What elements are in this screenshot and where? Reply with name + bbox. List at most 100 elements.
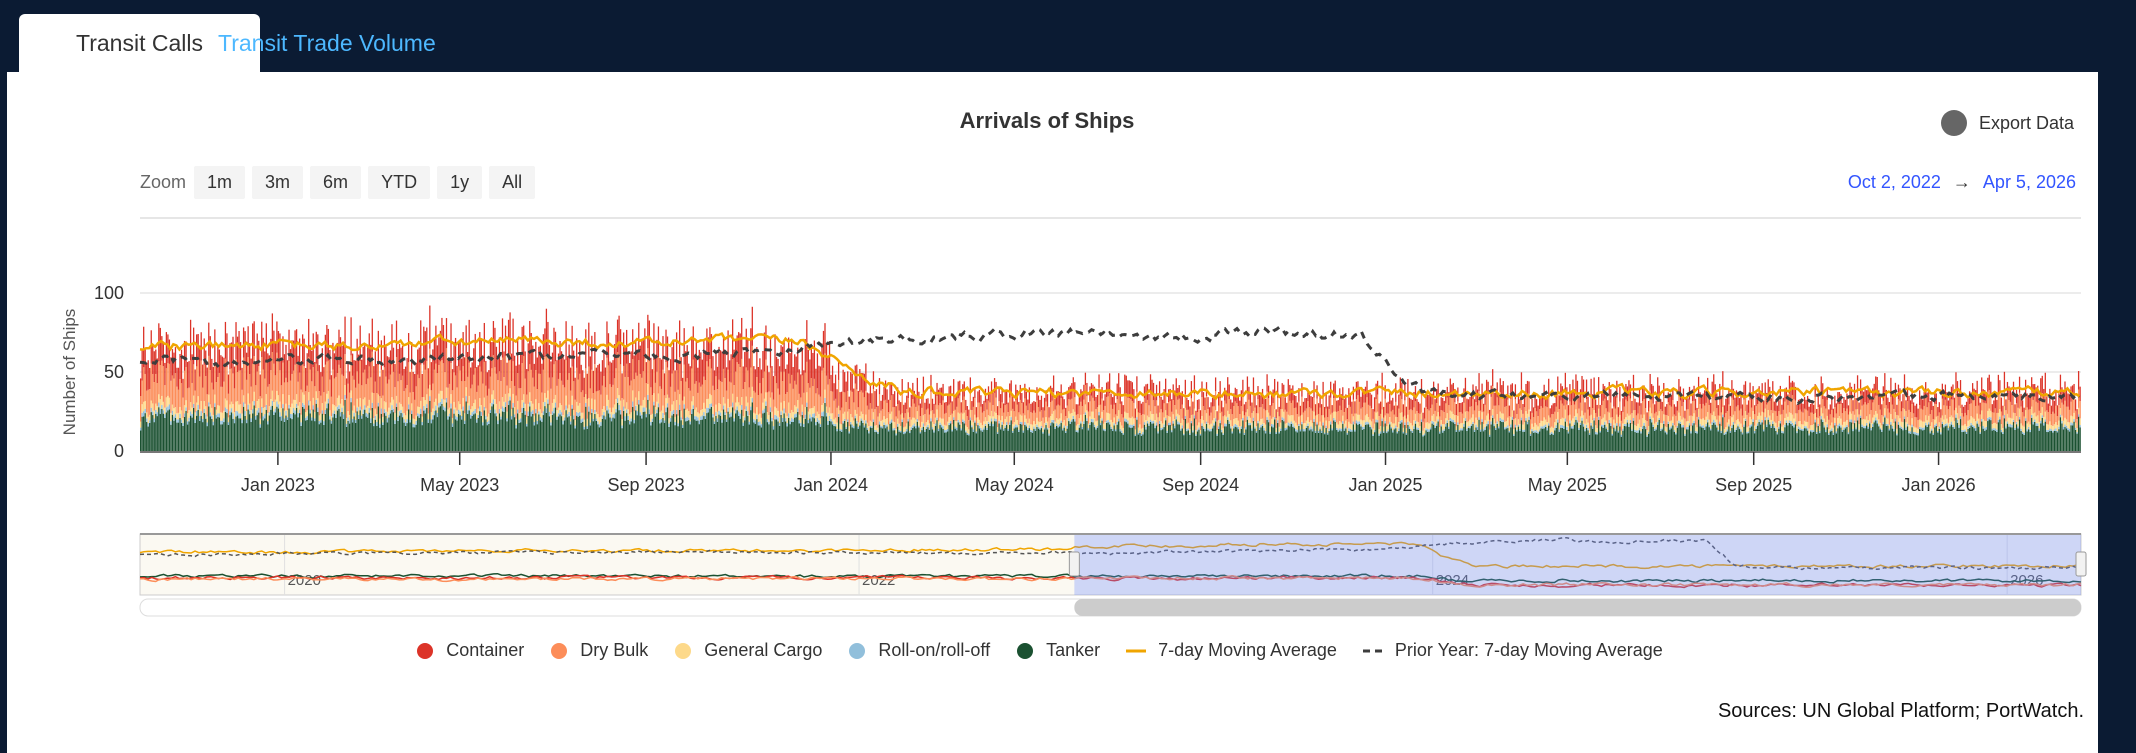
bar-dry-bulk — [1157, 417, 1159, 427]
bar-roll-on-roll-off — [668, 423, 670, 427]
bar-tanker — [329, 419, 331, 451]
bar-dry-bulk — [815, 393, 817, 416]
bar-container — [1520, 372, 1523, 391]
zoom-ytd-button[interactable]: YTD — [368, 166, 431, 199]
bar-dry-bulk — [1242, 393, 1244, 412]
bar-roll-on-roll-off — [1331, 428, 1333, 431]
bar-tanker — [1024, 424, 1026, 451]
bar-container — [1505, 397, 1507, 407]
bar-general-cargo — [907, 412, 909, 420]
bar-roll-on-roll-off — [792, 419, 794, 422]
bar-dry-bulk — [353, 379, 355, 406]
bar-roll-on-roll-off — [1375, 419, 1377, 423]
bar-roll-on-roll-off — [556, 416, 558, 420]
bar-dry-bulk — [1115, 414, 1117, 425]
bar-container — [992, 392, 994, 406]
bar-general-cargo — [1028, 418, 1031, 426]
bar-general-cargo — [1616, 414, 1618, 424]
bar-container — [677, 360, 679, 390]
bar-tanker — [1398, 431, 1400, 451]
bar-tanker — [338, 408, 340, 451]
bar-general-cargo — [332, 404, 334, 414]
range-to-input[interactable]: Apr 5, 2026 — [1982, 172, 2076, 192]
bar-general-cargo — [1230, 420, 1232, 427]
bar-roll-on-roll-off — [1534, 430, 1536, 433]
bar-dry-bulk — [1520, 390, 1523, 411]
tab-transit-calls[interactable]: Transit Calls — [19, 14, 260, 72]
bar-dry-bulk — [768, 391, 770, 415]
bar-general-cargo — [692, 396, 694, 406]
bar-container — [520, 354, 522, 389]
zoom-3m-button[interactable]: 3m — [252, 166, 304, 199]
bar-dry-bulk — [1181, 404, 1183, 419]
zoom-6m-button[interactable]: 6m — [310, 166, 362, 199]
bar-tanker — [819, 426, 822, 451]
bar-dry-bulk — [969, 391, 971, 410]
bar-general-cargo — [1643, 414, 1645, 423]
tab-transit-trade-volume[interactable]: Transit Trade Volume — [218, 30, 436, 56]
bar-tanker — [532, 413, 534, 451]
bar-dry-bulk — [1555, 406, 1557, 419]
bar-roll-on-roll-off — [203, 408, 205, 413]
bar-dry-bulk — [282, 362, 284, 395]
bar-roll-on-roll-off — [887, 429, 890, 432]
bar-general-cargo — [794, 405, 796, 415]
bar-dry-bulk — [897, 404, 899, 419]
bar-general-cargo — [574, 420, 576, 426]
bar-tanker — [1098, 415, 1100, 451]
bar-tanker — [1154, 428, 1156, 451]
bar-tanker — [391, 409, 393, 451]
bar-container — [1022, 402, 1024, 414]
bar-dry-bulk — [1225, 403, 1227, 417]
bar-general-cargo — [168, 397, 171, 405]
bar-container — [398, 343, 401, 374]
bar-general-cargo — [713, 415, 716, 422]
bar-general-cargo — [957, 412, 959, 420]
bar-container — [1431, 393, 1433, 405]
bar-dry-bulk — [844, 392, 846, 412]
bar-dry-bulk — [1219, 398, 1221, 414]
zoom-1m-button[interactable]: 1m — [194, 166, 246, 199]
bar-roll-on-roll-off — [1448, 426, 1450, 429]
bar-container — [1030, 403, 1032, 413]
bar-tanker — [282, 408, 284, 451]
bar-container — [1343, 399, 1345, 412]
bar-container — [669, 359, 672, 387]
bar-general-cargo — [1301, 414, 1303, 422]
bar-roll-on-roll-off — [1163, 424, 1165, 428]
zoom-all-button[interactable]: All — [489, 166, 536, 199]
bar-tanker — [1242, 420, 1244, 451]
bar-dry-bulk — [822, 367, 825, 404]
bar-container — [1015, 384, 1017, 401]
bar-general-cargo — [1201, 415, 1203, 424]
zoom-1y-button[interactable]: 1y — [437, 166, 483, 199]
bar-general-cargo — [347, 411, 349, 418]
range-from-input[interactable]: Oct 2, 2022 — [1847, 172, 1941, 192]
bar-container — [1102, 400, 1105, 411]
bar-roll-on-roll-off — [821, 412, 823, 416]
bar-dry-bulk — [719, 381, 722, 405]
bar-general-cargo — [1161, 423, 1164, 428]
bar-tanker — [791, 421, 793, 451]
bar-container — [781, 346, 784, 382]
bar-general-cargo — [733, 410, 735, 419]
bar-roll-on-roll-off — [258, 407, 260, 413]
bar-dry-bulk — [247, 357, 249, 394]
export-data-button[interactable]: Export Data — [1940, 110, 2074, 136]
bar-container — [217, 346, 219, 378]
bar-dry-bulk — [1566, 404, 1568, 422]
bar-container — [1460, 402, 1462, 413]
bar-tanker — [1576, 422, 1579, 451]
bar-dry-bulk — [1062, 409, 1064, 423]
bar-dry-bulk — [146, 390, 148, 413]
bar-container — [1591, 394, 1594, 408]
bar-roll-on-roll-off — [1166, 430, 1168, 433]
bar-tanker — [1410, 431, 1412, 451]
bar-container — [1504, 394, 1506, 407]
bar-tanker — [1137, 434, 1140, 451]
bar-tanker — [1110, 428, 1112, 451]
bar-roll-on-roll-off — [809, 414, 811, 419]
bar-tanker — [439, 406, 442, 451]
bar-dry-bulk — [1479, 410, 1482, 425]
bar-dry-bulk — [1274, 393, 1276, 409]
